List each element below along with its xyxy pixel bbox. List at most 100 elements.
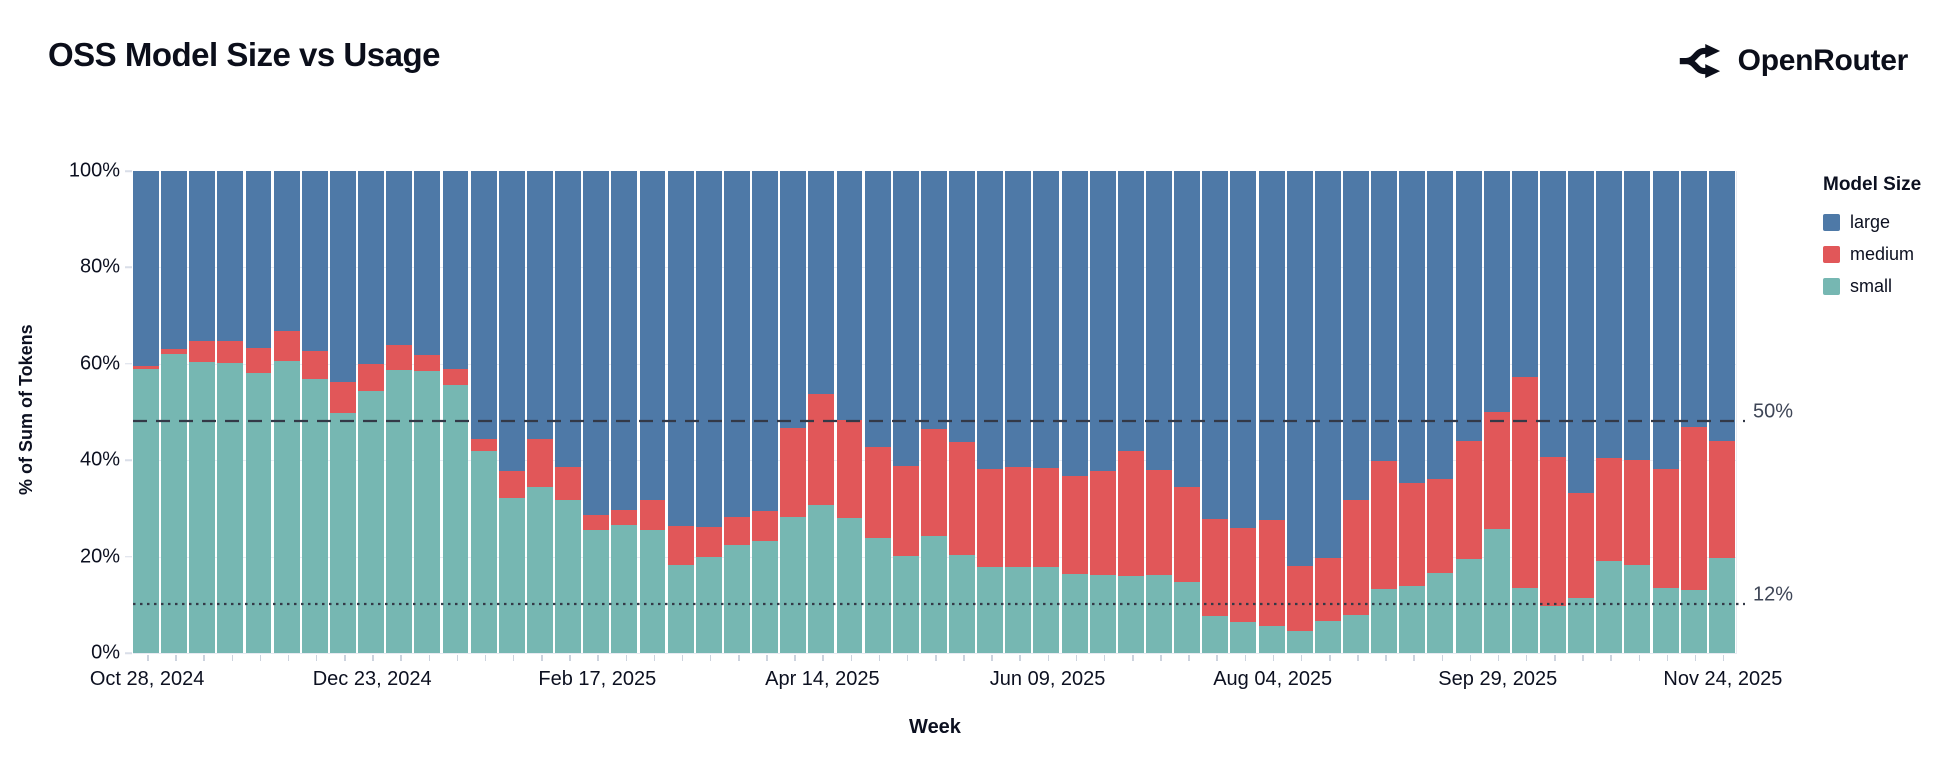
bar-segment-medium[interactable]: [892, 465, 919, 556]
bar-segment-large[interactable]: [1117, 171, 1144, 451]
bar-segment-medium[interactable]: [1455, 441, 1482, 560]
bar-segment-large[interactable]: [1174, 171, 1201, 487]
bar-segment-small[interactable]: [1089, 574, 1116, 653]
bar-segment-large[interactable]: [977, 171, 1004, 470]
bar-segment-large[interactable]: [1455, 171, 1482, 442]
bar-segment-large[interactable]: [920, 171, 947, 429]
bar-segment-small[interactable]: [161, 354, 188, 653]
bar-segment-small[interactable]: [864, 538, 891, 653]
bar-segment-small[interactable]: [1371, 588, 1398, 653]
bar-segment-large[interactable]: [161, 171, 188, 350]
bar-segment-large[interactable]: [667, 171, 694, 527]
bar-segment-small[interactable]: [695, 557, 722, 653]
bar-segment-large[interactable]: [1061, 171, 1088, 477]
bar-segment-small[interactable]: [1483, 528, 1510, 653]
bar-segment-medium[interactable]: [301, 351, 328, 380]
bar-segment-large[interactable]: [273, 171, 300, 332]
bar-segment-large[interactable]: [1511, 171, 1538, 378]
bar-segment-medium[interactable]: [611, 509, 638, 526]
bar-segment-medium[interactable]: [864, 447, 891, 539]
bar-segment-small[interactable]: [1343, 615, 1369, 653]
bar-segment-medium[interactable]: [1568, 492, 1595, 598]
bar-segment-medium[interactable]: [442, 368, 469, 386]
bar-segment-large[interactable]: [864, 171, 891, 448]
bar-segment-small[interactable]: [583, 529, 610, 653]
bar-segment-small[interactable]: [1568, 597, 1595, 653]
bar-segment-large[interactable]: [1314, 171, 1341, 559]
bar-segment-large[interactable]: [611, 171, 638, 510]
bar-segment-medium[interactable]: [1483, 412, 1510, 529]
bar-segment-small[interactable]: [836, 517, 863, 653]
bar-segment-large[interactable]: [526, 171, 553, 440]
bar-segment-small[interactable]: [1652, 587, 1679, 653]
bar-segment-large[interactable]: [189, 171, 216, 342]
bar-segment-small[interactable]: [1624, 565, 1651, 653]
bar-segment-small[interactable]: [1540, 605, 1566, 653]
bar-segment-medium[interactable]: [498, 471, 525, 498]
bar-segment-large[interactable]: [1089, 171, 1116, 472]
bar-segment-small[interactable]: [667, 564, 694, 653]
openrouter-logo[interactable]: OpenRouter: [1677, 40, 1908, 82]
bar-segment-medium[interactable]: [583, 514, 610, 530]
bar-segment-small[interactable]: [949, 554, 975, 653]
bar-segment-medium[interactable]: [723, 516, 750, 546]
bar-segment-medium[interactable]: [1343, 499, 1369, 616]
bar-segment-small[interactable]: [1399, 585, 1426, 653]
bar-segment-medium[interactable]: [1596, 457, 1623, 561]
bar-segment-medium[interactable]: [1624, 460, 1651, 566]
bar-segment-small[interactable]: [1146, 574, 1172, 653]
bar-segment-small[interactable]: [358, 390, 385, 653]
bar-segment-small[interactable]: [133, 368, 159, 653]
bar-segment-small[interactable]: [780, 516, 807, 653]
bar-segment-small[interactable]: [442, 385, 469, 653]
bar-segment-large[interactable]: [780, 171, 807, 429]
bar-segment-medium[interactable]: [133, 366, 159, 369]
bar-segment-small[interactable]: [1596, 560, 1623, 653]
bar-segment-small[interactable]: [808, 505, 835, 653]
bar-segment-small[interactable]: [639, 529, 666, 653]
bar-segment-small[interactable]: [723, 545, 750, 653]
bar-segment-large[interactable]: [442, 171, 469, 369]
bar-segment-medium[interactable]: [217, 340, 244, 363]
bar-segment-small[interactable]: [386, 369, 413, 653]
bar-segment-small[interactable]: [611, 525, 638, 653]
bar-segment-large[interactable]: [301, 171, 328, 352]
bar-segment-medium[interactable]: [1258, 520, 1285, 626]
bar-segment-small[interactable]: [526, 486, 553, 653]
bar-segment-medium[interactable]: [1174, 486, 1201, 583]
bar-segment-medium[interactable]: [273, 331, 300, 361]
bar-segment-medium[interactable]: [1680, 427, 1707, 591]
bar-segment-medium[interactable]: [695, 527, 722, 558]
bar-segment-large[interactable]: [752, 171, 779, 511]
bar-segment-small[interactable]: [1117, 575, 1144, 653]
bar-segment-small[interactable]: [920, 536, 947, 653]
bar-segment-large[interactable]: [1596, 171, 1623, 458]
bar-segment-medium[interactable]: [1061, 476, 1088, 574]
bar-segment-medium[interactable]: [189, 341, 216, 362]
bar-segment-small[interactable]: [1286, 631, 1313, 653]
bar-segment-large[interactable]: [329, 171, 356, 383]
bar-segment-large[interactable]: [498, 171, 525, 472]
bar-segment-medium[interactable]: [1286, 565, 1313, 632]
bar-segment-small[interactable]: [301, 379, 328, 653]
bar-segment-medium[interactable]: [808, 394, 835, 506]
bar-segment-large[interactable]: [555, 171, 582, 467]
bar-segment-large[interactable]: [695, 171, 722, 528]
bar-segment-medium[interactable]: [1708, 441, 1735, 558]
bar-segment-medium[interactable]: [386, 344, 413, 370]
bar-segment-large[interactable]: [583, 171, 610, 515]
bar-segment-small[interactable]: [752, 540, 779, 653]
bar-segment-medium[interactable]: [1314, 558, 1341, 622]
bar-segment-large[interactable]: [1286, 171, 1313, 566]
bar-segment-medium[interactable]: [1399, 483, 1426, 586]
bar-segment-small[interactable]: [470, 450, 497, 653]
bar-segment-large[interactable]: [1230, 171, 1257, 528]
bar-segment-medium[interactable]: [526, 439, 553, 487]
bar-segment-large[interactable]: [808, 171, 835, 395]
bar-segment-medium[interactable]: [1146, 470, 1172, 575]
bar-segment-medium[interactable]: [1005, 466, 1032, 567]
bar-segment-large[interactable]: [133, 171, 159, 367]
bar-segment-large[interactable]: [358, 171, 385, 364]
bar-segment-medium[interactable]: [1033, 467, 1060, 568]
bar-segment-small[interactable]: [1033, 567, 1060, 653]
